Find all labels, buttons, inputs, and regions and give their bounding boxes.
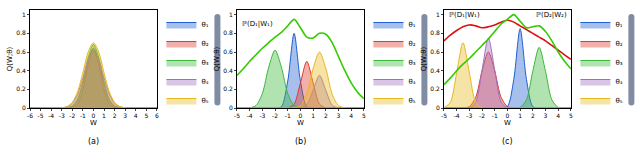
svg-text:-1: -1: [80, 112, 86, 119]
svg-text:W: W: [297, 119, 304, 127]
svg-text:6: 6: [155, 112, 159, 119]
svg-text:0.6: 0.6: [430, 48, 440, 55]
svg-text:0: 0: [92, 112, 96, 119]
svg-text:(c): (c): [502, 137, 513, 146]
svg-text:-4: -4: [247, 112, 253, 119]
svg-text:Q(W;θ): Q(W;θ): [6, 46, 14, 71]
svg-text:W: W: [504, 119, 511, 127]
svg-text:-1: -1: [285, 112, 291, 119]
svg-text:0.4: 0.4: [223, 67, 233, 74]
svg-text:0.4: 0.4: [430, 67, 440, 74]
svg-text:1: 1: [518, 112, 522, 119]
svg-text:θ₂: θ₂: [201, 40, 208, 48]
svg-text:2: 2: [113, 112, 117, 119]
svg-text:ℙ(D₂|W₂): ℙ(D₂|W₂): [536, 11, 567, 19]
svg-text:θ₂: θ₂: [615, 40, 622, 48]
svg-text:-3: -3: [259, 112, 265, 119]
svg-text:4: 4: [349, 112, 353, 119]
svg-text:2: 2: [324, 112, 328, 119]
svg-text:ℙ(D₁|W₁): ℙ(D₁|W₁): [449, 11, 480, 19]
svg-text:(b): (b): [295, 137, 306, 146]
svg-text:-1: -1: [492, 112, 498, 119]
svg-text:0.8: 0.8: [223, 29, 233, 36]
svg-text:3: 3: [544, 112, 548, 119]
svg-text:0.2: 0.2: [223, 85, 233, 92]
svg-text:-4: -4: [48, 112, 54, 119]
svg-text:1: 1: [229, 11, 233, 18]
svg-text:-5: -5: [234, 112, 240, 119]
svg-text:θ₅: θ₅: [408, 97, 415, 105]
svg-text:0.6: 0.6: [16, 48, 26, 55]
svg-text:θ₃: θ₃: [408, 59, 415, 67]
svg-text:θ₁: θ₁: [201, 21, 208, 29]
svg-text:1: 1: [311, 112, 315, 119]
svg-text:θ₄: θ₄: [615, 78, 622, 86]
svg-text:-2: -2: [272, 112, 278, 119]
svg-text:θ₁: θ₁: [615, 21, 622, 29]
svg-text:0.2: 0.2: [430, 85, 440, 92]
svg-text:0: 0: [229, 104, 233, 111]
svg-text:0: 0: [22, 104, 26, 111]
svg-text:0.8: 0.8: [16, 29, 26, 36]
svg-text:Q(W;θ): Q(W;θ): [420, 46, 428, 71]
svg-text:3: 3: [337, 112, 341, 119]
svg-text:-6: -6: [27, 112, 33, 119]
svg-text:5: 5: [362, 112, 366, 119]
svg-text:0: 0: [436, 104, 440, 111]
svg-text:3: 3: [123, 112, 127, 119]
svg-text:θ₄: θ₄: [201, 78, 208, 86]
svg-text:θ₁: θ₁: [408, 21, 415, 29]
svg-text:0: 0: [506, 112, 510, 119]
svg-text:(a): (a): [88, 137, 99, 146]
svg-text:0.6: 0.6: [223, 48, 233, 55]
svg-text:-2: -2: [69, 112, 75, 119]
svg-text:-4: -4: [454, 112, 460, 119]
svg-text:5: 5: [569, 112, 573, 119]
svg-text:θ₅: θ₅: [615, 97, 622, 105]
svg-text:-3: -3: [59, 112, 65, 119]
svg-text:0.8: 0.8: [430, 29, 440, 36]
svg-text:-2: -2: [479, 112, 485, 119]
svg-text:θ₃: θ₃: [615, 59, 622, 67]
svg-text:2: 2: [531, 112, 535, 119]
svg-text:θ₂: θ₂: [408, 40, 415, 48]
svg-text:-5: -5: [38, 112, 44, 119]
svg-text:θ₃: θ₃: [201, 59, 208, 67]
svg-text:1: 1: [102, 112, 106, 119]
svg-text:4: 4: [134, 112, 138, 119]
svg-text:0.4: 0.4: [16, 67, 26, 74]
svg-text:0.2: 0.2: [16, 85, 26, 92]
svg-text:θ₅: θ₅: [201, 97, 208, 105]
svg-text:Q(W;θ): Q(W;θ): [213, 46, 221, 71]
svg-text:5: 5: [144, 112, 148, 119]
svg-text:4: 4: [556, 112, 560, 119]
svg-text:-3: -3: [466, 112, 472, 119]
svg-text:1: 1: [436, 11, 440, 18]
svg-text:θ₄: θ₄: [408, 78, 415, 86]
svg-text:1: 1: [22, 11, 26, 18]
svg-text:W: W: [90, 119, 97, 127]
svg-text:ℙ(D₁|W₁): ℙ(D₁|W₁): [242, 20, 273, 28]
svg-text:0: 0: [299, 112, 303, 119]
svg-text:-5: -5: [441, 112, 447, 119]
